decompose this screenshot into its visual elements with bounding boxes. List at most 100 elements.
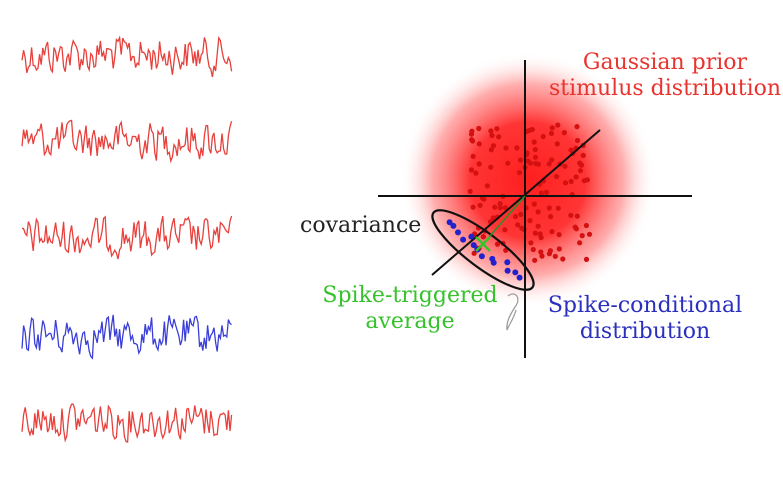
prior-sample-point	[528, 240, 534, 246]
spike-conditional-points	[446, 219, 523, 281]
covariance-label: covariance	[300, 213, 422, 238]
prior-sample-point	[470, 153, 476, 159]
prior-sample-point	[538, 235, 544, 241]
prior-sample-point	[538, 249, 544, 255]
prior-sample-point	[497, 205, 503, 211]
prior-sample-point	[531, 139, 537, 145]
prior-sample-point	[580, 152, 586, 158]
spike-conditional-point	[446, 219, 453, 226]
prior-sample-point	[556, 246, 562, 252]
covariance-ellipse	[431, 209, 535, 291]
prior-sample-point	[568, 178, 574, 185]
spike-conditional-point	[478, 253, 485, 260]
prior-sample-point	[561, 130, 568, 136]
prior-sample-point	[532, 154, 539, 160]
prior-sample-point	[467, 188, 473, 194]
prior-sample-point	[516, 170, 523, 176]
prior-sample-point	[473, 170, 479, 176]
prior-sample-point	[535, 223, 541, 229]
stimulus-trace-2	[21, 119, 233, 164]
sta-label-line1: Spike-triggered	[322, 283, 498, 308]
prior-sample-point	[471, 250, 477, 256]
sta-vector	[482, 195, 526, 245]
spike-conditional-point	[450, 222, 457, 229]
stimulus-trace-1	[21, 35, 233, 78]
prior-sample-point	[546, 251, 553, 257]
spike-conditional-point	[512, 269, 519, 276]
prior-sample-point	[512, 213, 519, 220]
stimulus-trace-4	[21, 314, 232, 360]
scd-label-line2: distribution	[579, 319, 711, 345]
prior-sample-point	[574, 124, 580, 130]
prior-sample-point	[584, 177, 591, 183]
prior-sample-point	[505, 160, 511, 166]
spike-conditional-point	[460, 236, 467, 243]
prior-sample-point	[490, 143, 497, 149]
prior-sample-point	[497, 201, 503, 207]
prior-sample-point	[531, 201, 537, 207]
prior-sample-point	[579, 233, 585, 239]
prior-sample-point	[549, 229, 555, 235]
prior-sample-point	[540, 133, 546, 140]
prior-sample-point	[555, 205, 561, 211]
prior-sample-point	[568, 212, 574, 218]
prior-sample-point	[468, 167, 475, 173]
prior-sample-point	[476, 125, 482, 132]
prior-sample-point	[574, 213, 580, 219]
prior-sample-point	[527, 160, 534, 166]
spike-conditional-point	[516, 274, 523, 281]
prior-sample-point	[532, 230, 539, 236]
prior-sample-point	[562, 180, 569, 186]
gaussian-prior-label: Gaussian prior stimulus distribution	[545, 50, 783, 103]
prior-sample-point	[549, 157, 555, 163]
prior-sample-point	[469, 128, 475, 134]
prior-sample-point	[476, 141, 482, 147]
sta-label-line2: average	[365, 309, 455, 335]
gaussian-prior-blob	[400, 52, 656, 308]
prior-sample-point	[577, 240, 583, 246]
prior-sample-point	[502, 205, 508, 211]
prior-sample-point	[492, 204, 498, 210]
prior-sample-point	[489, 132, 495, 139]
prior-sample-point	[496, 134, 502, 140]
prior-sample-point	[554, 141, 560, 147]
pen-scribble	[506, 293, 519, 331]
stimulus-trace-5	[21, 403, 233, 443]
prior-sample-point	[518, 211, 524, 217]
spike-conditional-point	[455, 229, 461, 236]
prior-sample-point	[484, 183, 490, 189]
spike-triggered-average-label: Spike-triggered average	[300, 283, 520, 336]
prior-sample-point	[556, 232, 562, 238]
prior-sample-point	[488, 147, 494, 153]
prior-sample-point	[532, 257, 538, 263]
prior-sample-point	[583, 256, 590, 262]
scd-label-line1: Spike-conditional	[547, 293, 743, 318]
spike-conditional-point	[468, 233, 475, 240]
prior-sample-point	[539, 253, 545, 259]
prior-sample-point	[577, 168, 584, 174]
prior-sample-point	[480, 234, 486, 240]
prior-sample-point	[548, 214, 554, 220]
prior-sample-point	[586, 231, 593, 237]
prior-sample-point	[560, 256, 566, 262]
sta-marker	[475, 236, 491, 252]
prior-sample-point	[572, 224, 578, 230]
prior-sample-point	[490, 215, 496, 221]
stimulus-traces	[21, 35, 233, 443]
prior-sample-point	[476, 161, 482, 167]
prior-sample-point	[546, 205, 552, 211]
prior-sample-point	[538, 190, 545, 196]
prior-sample-point	[573, 174, 579, 180]
prior-sample-point	[481, 196, 487, 202]
prior-sample-point	[548, 130, 555, 136]
prior-sample-point	[488, 128, 494, 134]
prior-sample-point	[578, 162, 585, 168]
prior-sample-point	[514, 145, 520, 151]
spike-conditional-point	[504, 259, 511, 266]
prior-sample-point	[494, 126, 500, 132]
prior-sample-point	[574, 137, 581, 144]
rotated-axis	[431, 129, 601, 276]
prior-sample-point	[562, 163, 568, 169]
prior-sample-point	[555, 122, 561, 128]
